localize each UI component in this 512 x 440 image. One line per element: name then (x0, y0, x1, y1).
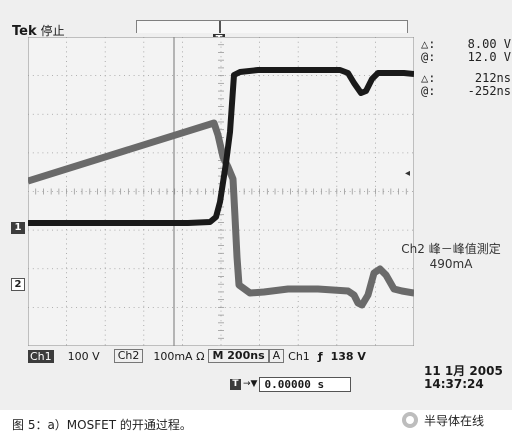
datetime: 11 1月 2005 14:37:24 (424, 365, 510, 391)
position-arrow-icon: →▼ (243, 379, 258, 389)
status-bar: Ch1 100 V Ch2 100mA Ω M 200ns A Ch1 ƒ 13… (28, 349, 416, 363)
trigger-level-icon: ◂ (405, 168, 411, 179)
ch1-label: Ch1 (28, 349, 54, 363)
brand-status: Tek 停止 (12, 22, 65, 39)
time: 14:37:24 (424, 377, 484, 391)
ch1-voltage-trace (28, 67, 414, 226)
cursor-delta-v: △: 8.00 V (421, 37, 511, 51)
trigger-mode: A (268, 349, 285, 363)
measurement-readout: Ch2 峰－峰值測定 490mA (392, 242, 510, 272)
cursor-at-t: @: -252ns (421, 84, 511, 98)
trigger-t-icon: T (230, 378, 241, 390)
measurement-value: 490mA (429, 257, 473, 271)
ch1-ground-marker: 1 (11, 222, 25, 234)
trigger-slope-icon: ƒ (317, 349, 323, 363)
ch2-scale: 100mA Ω (153, 349, 205, 363)
trigger-level: 138 V (330, 349, 366, 363)
cursor-readout: △: 8.00 V @: 12.0 V △: 212ns @: -252ns (421, 38, 511, 98)
figure-caption: 图 5：a）MOSFET 的开通过程。 (12, 418, 192, 432)
ch2-label: Ch2 (113, 349, 144, 363)
date: 11 1月 2005 (424, 364, 503, 378)
timebase: M 200ns (208, 349, 269, 363)
ch2-ground-marker: 2 (11, 278, 25, 291)
cursor-at-v: @: 12.0 V (421, 50, 511, 64)
watermark-text: 半导体在线 (424, 413, 485, 428)
waveform-plot (28, 37, 414, 346)
wechat-logo-icon (402, 412, 418, 428)
measurement-label: Ch2 峰－峰值測定 (401, 242, 501, 256)
position-value: 0.00000 s (259, 376, 352, 392)
ch1-scale: 100 V (67, 349, 100, 363)
run-state: 停止 (40, 24, 65, 38)
watermark: 半导体在线 (402, 411, 484, 429)
record-position-mark (219, 21, 221, 33)
trigger-source: Ch1 (288, 349, 310, 363)
horizontal-position: T →▼ 0.00000 s (230, 376, 352, 392)
brand-logo: Tek (12, 24, 37, 39)
record-length-bar: T (136, 20, 408, 46)
cursor-delta-t: △: 212ns (421, 71, 511, 85)
